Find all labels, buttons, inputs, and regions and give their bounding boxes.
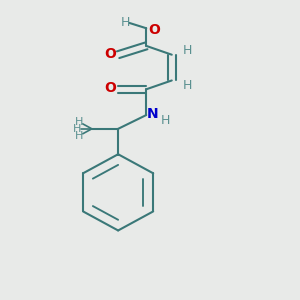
Text: H: H — [75, 131, 83, 141]
Text: H: H — [183, 44, 192, 57]
Text: O: O — [148, 23, 160, 37]
Text: H: H — [160, 113, 170, 127]
Text: N: N — [147, 107, 159, 121]
Text: O: O — [104, 81, 116, 95]
Text: H: H — [73, 124, 81, 134]
Text: H: H — [121, 16, 130, 29]
Text: H: H — [183, 79, 192, 92]
Text: H: H — [75, 117, 83, 127]
Text: O: O — [104, 46, 116, 61]
